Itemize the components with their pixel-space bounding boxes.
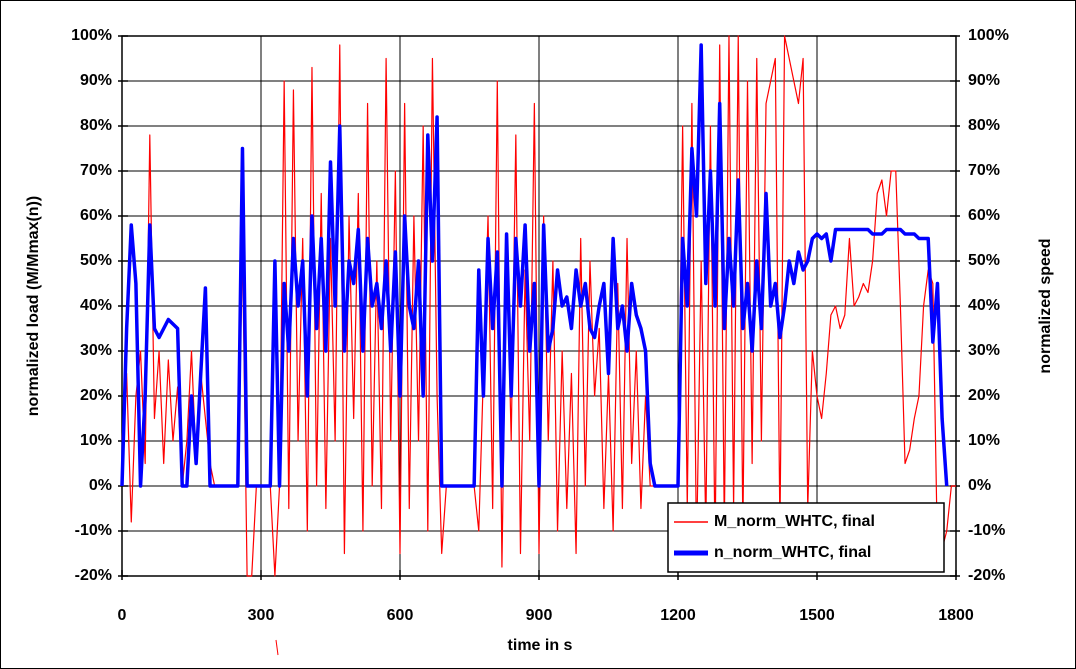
y2-tick-label: 40% bbox=[968, 297, 1000, 314]
x-tick-label: 1500 bbox=[799, 607, 835, 624]
y-tick-label: 60% bbox=[80, 207, 112, 224]
series-line bbox=[120, 43, 949, 488]
y-tick-label: -20% bbox=[75, 567, 112, 584]
y-tick-label: 20% bbox=[80, 387, 112, 404]
x-tick-label: 900 bbox=[526, 607, 553, 624]
y-tick-label: 0% bbox=[89, 477, 112, 494]
y2-tick-label: 30% bbox=[968, 342, 1000, 359]
y-tick-label: -10% bbox=[75, 522, 112, 539]
y2-tick-label: 0% bbox=[968, 477, 991, 494]
y2-tick-label: -10% bbox=[968, 522, 1005, 539]
x-tick-label: 1800 bbox=[938, 607, 974, 624]
x-tick-label: 1200 bbox=[660, 607, 696, 624]
y-tick-label: 80% bbox=[80, 117, 112, 134]
x-axis-label: time in s bbox=[508, 637, 573, 654]
y2-tick-label: 50% bbox=[968, 252, 1000, 269]
y2-tick-label: 70% bbox=[968, 162, 1000, 179]
y2-axis-label: normalized speed bbox=[1037, 238, 1054, 373]
y-tick-label: 50% bbox=[80, 252, 112, 269]
x-tick-label: 0 bbox=[118, 607, 127, 624]
x-tick-label: 600 bbox=[387, 607, 414, 624]
y-tick-label: 70% bbox=[80, 162, 112, 179]
legend-box bbox=[667, 502, 945, 573]
y-tick-label: 30% bbox=[80, 342, 112, 359]
legend-label: n_norm_WHTC, final bbox=[714, 544, 871, 561]
y-axis-label: normalized load (M/Mmax(n)) bbox=[25, 196, 42, 416]
legend-label: M_norm_WHTC, final bbox=[714, 513, 875, 530]
plot-border bbox=[121, 35, 957, 577]
y2-tick-label: 20% bbox=[968, 387, 1000, 404]
y-tick-label: 100% bbox=[71, 27, 112, 44]
y2-tick-label: 100% bbox=[968, 27, 1009, 44]
y2-tick-label: 90% bbox=[968, 72, 1000, 89]
y-tick-label: 40% bbox=[80, 297, 112, 314]
y-tick-label: 90% bbox=[80, 72, 112, 89]
stray-mark bbox=[275, 639, 279, 656]
y2-tick-label: 80% bbox=[968, 117, 1000, 134]
y2-tick-label: 60% bbox=[968, 207, 1000, 224]
y2-tick-label: 10% bbox=[968, 432, 1000, 449]
x-tick-label: 300 bbox=[248, 607, 275, 624]
y-tick-label: 10% bbox=[80, 432, 112, 449]
y2-tick-label: -20% bbox=[968, 567, 1005, 584]
